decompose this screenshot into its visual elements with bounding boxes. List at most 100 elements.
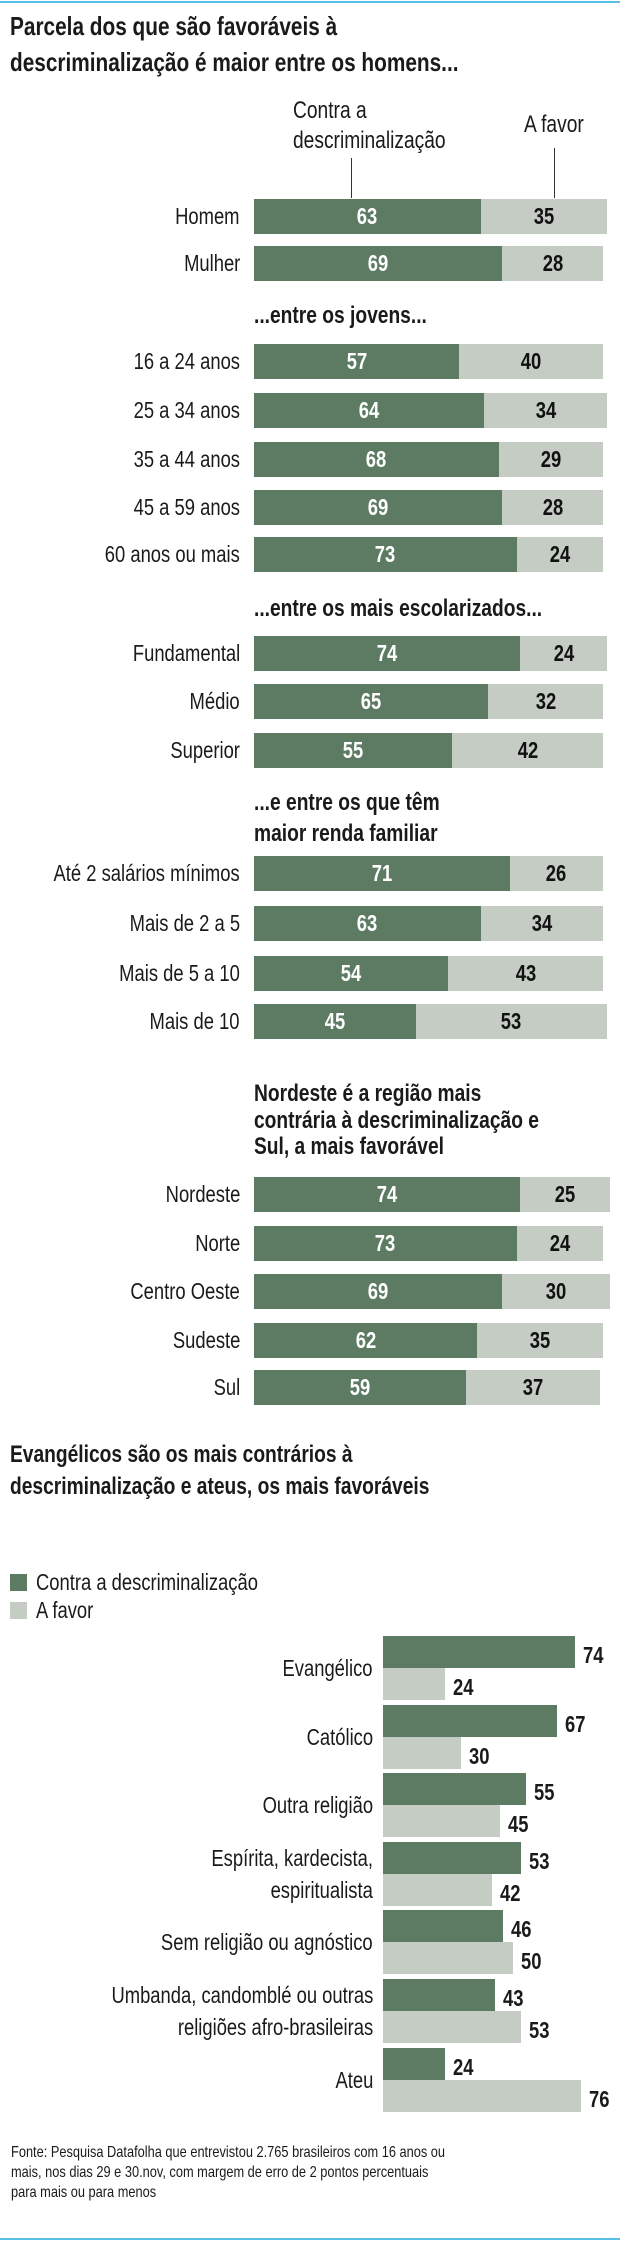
category-label: espiritualista <box>270 1876 373 1903</box>
bar-contra <box>383 1841 521 1874</box>
bar-contra <box>254 198 481 234</box>
bar-contra <box>254 855 510 891</box>
category-label: Católico <box>306 1723 373 1750</box>
bar-favor <box>383 1736 461 1769</box>
value-label-favor: 42 <box>500 1879 521 1906</box>
value-label-contra: 68 <box>366 446 387 472</box>
bar-favor <box>502 1273 611 1309</box>
value-label-favor: 24 <box>553 640 574 666</box>
value-label-contra: 65 <box>360 688 382 714</box>
value-label-contra: 63 <box>357 910 378 936</box>
category-label: Sul <box>213 1374 240 1400</box>
bar-contra <box>254 1273 503 1309</box>
value-label-contra: 46 <box>510 1916 532 1943</box>
column-header-contra-2: descriminalização <box>293 127 446 154</box>
value-label-contra: 59 <box>349 1374 371 1400</box>
bar-favor <box>488 683 604 719</box>
bar-favor <box>448 955 604 991</box>
bar-favor <box>516 536 604 572</box>
bar-favor <box>416 1003 607 1039</box>
value-label-contra: 53 <box>528 1847 550 1874</box>
value-label-contra: 63 <box>357 203 378 229</box>
bar-favor <box>502 245 604 281</box>
category-label: Outra religião <box>262 1792 373 1819</box>
section-title: Nordeste é a região mais <box>254 1080 482 1107</box>
value-label-favor: 28 <box>542 494 564 520</box>
bar-contra <box>254 536 517 572</box>
value-label-favor: 37 <box>522 1374 544 1400</box>
main-title-line-2: descriminalização é maior entre os homen… <box>10 47 459 77</box>
bar-contra <box>254 1322 478 1358</box>
bar-favor <box>466 1369 600 1405</box>
value-label-contra: 67 <box>565 1710 586 1737</box>
bar-contra <box>383 1910 503 1943</box>
bar-favor <box>477 1322 604 1358</box>
section-title: ...entre os mais escolarizados... <box>254 595 543 622</box>
category-label: Norte <box>195 1230 240 1256</box>
value-label-favor: 29 <box>540 446 562 472</box>
leader-line-contra <box>351 158 352 198</box>
bar-contra <box>254 635 521 671</box>
category-label: Mulher <box>183 250 240 276</box>
value-label-favor: 26 <box>546 860 567 886</box>
value-label-contra: 73 <box>375 1230 396 1256</box>
category-label: Evangélico <box>282 1655 373 1681</box>
value-label-contra: 43 <box>502 1985 524 2011</box>
value-label-contra: 57 <box>346 348 367 374</box>
bar-contra <box>254 1225 517 1261</box>
bar-contra <box>254 1176 521 1212</box>
column-header-favor: A favor <box>524 111 584 138</box>
value-label-favor: 35 <box>533 203 555 229</box>
bar-contra <box>254 683 488 719</box>
value-label-favor: 30 <box>546 1278 567 1304</box>
category-label: Mais de 10 <box>149 1008 240 1034</box>
value-label-favor: 40 <box>520 348 542 374</box>
bar-contra <box>383 2047 446 2080</box>
value-label-favor: 42 <box>517 737 538 763</box>
category-label: Até 2 salários mínimos <box>53 860 240 886</box>
category-label: 45 a 59 anos <box>133 494 240 520</box>
value-label-contra: 71 <box>371 860 393 886</box>
bar-contra <box>383 1636 576 1668</box>
category-label: Umbanda, candomblé ou outras <box>111 1982 373 2008</box>
value-label-contra: 74 <box>376 1181 398 1207</box>
bar-favor <box>383 2011 521 2043</box>
category-label: Mais de 5 a 10 <box>119 960 240 986</box>
bar-favor <box>383 1942 513 1975</box>
category-label: 35 a 44 anos <box>133 446 240 472</box>
bottom-rule <box>0 2238 620 2240</box>
bar-contra <box>383 1704 558 1737</box>
main-title-line-1: Parcela dos que são favoráveis à <box>10 11 338 41</box>
bar-favor <box>459 343 604 379</box>
value-label-favor: 53 <box>528 2017 550 2043</box>
section-title: ...e entre os que têm <box>254 789 440 816</box>
category-label: 60 anos ou mais <box>104 541 240 567</box>
category-label: religiões afro-brasileiras <box>177 2014 373 2040</box>
category-label: Homem <box>175 203 240 229</box>
category-label: 16 a 24 anos <box>133 348 240 374</box>
value-label-favor: 53 <box>501 1008 522 1034</box>
bar-favor <box>480 905 604 941</box>
bar-favor <box>484 392 607 428</box>
value-label-contra: 69 <box>367 1278 389 1304</box>
section-title: contrária à descriminalização e <box>254 1107 539 1134</box>
bar-contra <box>254 1003 416 1039</box>
bar-contra <box>383 1979 495 2011</box>
column-header-contra-1: Contra a <box>293 97 367 124</box>
value-label-contra: 55 <box>534 1779 555 1806</box>
bar-favor <box>383 2079 581 2112</box>
bar-favor <box>516 1225 604 1261</box>
value-label-contra: 69 <box>367 494 389 520</box>
bar-contra <box>254 955 449 991</box>
bar-favor <box>383 1805 500 1838</box>
legend-label: Contra a descriminalização <box>36 1569 258 1595</box>
bar-favor <box>520 635 607 671</box>
category-label: Nordeste <box>165 1181 240 1207</box>
bar-contra <box>254 441 499 477</box>
value-label-favor: 24 <box>453 1674 474 1700</box>
footer-line-3: para mais ou para menos <box>11 2184 157 2201</box>
bar-contra <box>254 905 481 941</box>
value-label-favor: 34 <box>535 397 556 423</box>
bar-favor <box>502 489 604 525</box>
value-label-favor: 30 <box>469 1742 490 1769</box>
